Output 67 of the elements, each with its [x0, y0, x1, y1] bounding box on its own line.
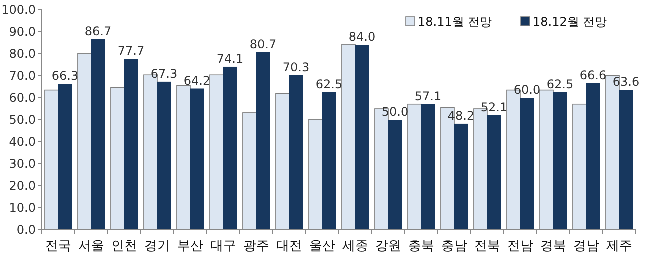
y-tick-label: 100.0: [2, 3, 36, 18]
x-tick-label: 전북: [474, 239, 500, 254]
bar: [454, 124, 468, 230]
y-tick-label: 10.0: [9, 201, 36, 216]
y-tick-label: 0.0: [16, 223, 36, 238]
data-label: 74.1: [216, 52, 244, 66]
x-tick-label: 제주: [606, 239, 632, 254]
bar: [554, 92, 568, 230]
bar: [620, 90, 634, 230]
data-label: 84.0: [348, 30, 376, 44]
bar: [190, 88, 204, 230]
x-tick-label: 서울: [78, 239, 104, 254]
bar: [124, 59, 138, 230]
y-tick-label: 30.0: [9, 157, 36, 172]
x-tick-label: 대구: [210, 239, 236, 254]
x-tick-label: 부산: [178, 239, 204, 254]
x-tick-label: 충북: [408, 239, 434, 254]
data-label: 70.3: [282, 60, 310, 74]
bar: [158, 82, 172, 230]
y-tick-label: 50.0: [9, 113, 36, 128]
x-tick-label: 전국: [46, 239, 72, 254]
data-label: 50.0: [382, 105, 409, 119]
data-label: 66.6: [580, 68, 607, 82]
x-tick-label: 울산: [310, 239, 336, 254]
data-label: 62.5: [546, 78, 574, 92]
x-tick-label: 대전: [276, 239, 302, 254]
data-label: 64.2: [184, 74, 211, 88]
data-label: 62.5: [316, 78, 343, 92]
bar: [58, 84, 72, 230]
bar: [356, 45, 370, 230]
x-tick-label: 경북: [540, 239, 566, 254]
data-label: 66.3: [52, 69, 79, 84]
bar: [224, 66, 238, 230]
x-tick-label: 경남: [574, 239, 600, 254]
bar: [290, 75, 304, 230]
bar: [488, 115, 502, 230]
data-label: 77.7: [118, 44, 145, 58]
data-label: 63.6: [612, 75, 640, 90]
x-tick-label: 강원: [376, 239, 402, 254]
data-label: 80.7: [250, 37, 277, 52]
x-tick-label: 광주: [244, 239, 270, 254]
legend-label: 18.11월 전망: [418, 15, 492, 29]
bar: [388, 120, 402, 230]
data-label: 60.0: [514, 83, 541, 97]
y-tick-label: 90.0: [9, 25, 36, 40]
legend-label: 18.12월 전망: [533, 15, 608, 29]
data-label: 67.3: [150, 66, 178, 81]
y-tick-label: 70.0: [9, 69, 36, 84]
y-tick-label: 40.0: [9, 135, 36, 150]
y-tick-label: 60.0: [9, 91, 36, 106]
x-tick-label: 세종: [342, 239, 368, 254]
y-tick-label: 20.0: [9, 179, 36, 194]
bar: [520, 98, 534, 230]
bar: [586, 83, 600, 230]
bar: [256, 52, 270, 230]
x-tick-label: 전남: [508, 239, 534, 254]
data-label: 57.1: [414, 89, 442, 104]
data-label: 48.2: [448, 108, 475, 123]
bar: [92, 39, 106, 230]
bar: [422, 104, 436, 230]
bar: [322, 92, 336, 230]
data-label: 86.7: [84, 24, 112, 38]
data-label: 52.1: [480, 100, 508, 114]
x-tick-label: 인천: [112, 239, 138, 254]
y-tick-label: 80.0: [9, 47, 36, 62]
x-tick-label: 충남: [442, 239, 468, 254]
x-tick-label: 경기: [144, 239, 170, 254]
